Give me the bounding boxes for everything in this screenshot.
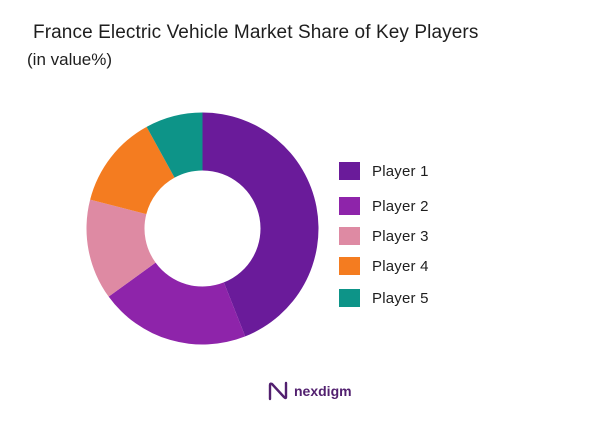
legend-swatch bbox=[339, 227, 360, 245]
legend-item-player-1: Player 1 bbox=[339, 161, 429, 181]
legend-label: Player 2 bbox=[372, 197, 429, 215]
legend-swatch bbox=[339, 289, 360, 307]
legend-item-player-5: Player 5 bbox=[339, 288, 429, 308]
chart-title: France Electric Vehicle Market Share of … bbox=[33, 22, 479, 43]
legend-label: Player 1 bbox=[372, 162, 429, 180]
legend-swatch bbox=[339, 257, 360, 275]
donut-slice-1 bbox=[202, 112, 319, 337]
nexdigm-logo-icon bbox=[268, 381, 288, 401]
legend-swatch bbox=[339, 162, 360, 180]
brand-logo: nexdigm bbox=[267, 378, 352, 404]
legend-item-player-2: Player 2 bbox=[339, 196, 429, 216]
chart-legend: Player 1 Player 2 Player 3 Player 4 Play… bbox=[339, 0, 579, 429]
donut-slice-5 bbox=[146, 112, 203, 178]
legend-item-player-4: Player 4 bbox=[339, 256, 429, 276]
donut-slice-2 bbox=[108, 262, 246, 345]
chart-subtitle: (in value%) bbox=[27, 50, 113, 69]
legend-label: Player 3 bbox=[372, 227, 429, 245]
brand-name: nexdigm bbox=[294, 383, 352, 399]
donut-chart bbox=[86, 112, 319, 345]
donut-slice-4 bbox=[90, 126, 175, 215]
legend-swatch bbox=[339, 197, 360, 215]
legend-label: Player 4 bbox=[372, 257, 429, 275]
donut-slice-3 bbox=[86, 199, 156, 297]
legend-label: Player 5 bbox=[372, 289, 429, 307]
legend-item-player-3: Player 3 bbox=[339, 226, 429, 246]
